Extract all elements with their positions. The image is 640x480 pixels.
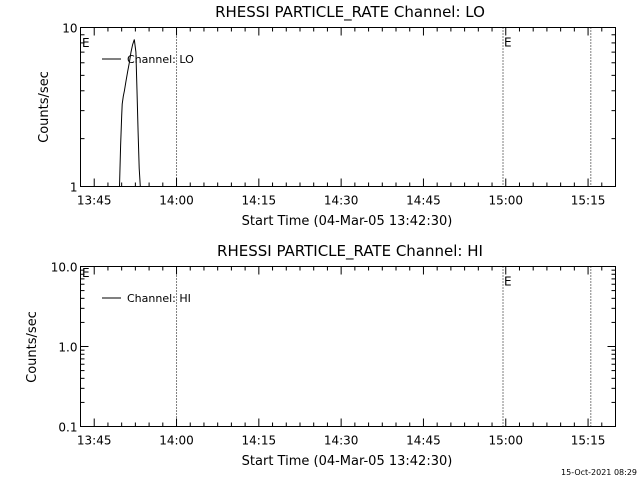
lo-tick-group: 13:45 14:00 14:15 14:30 14:45 15:00 15:15 1 10 — [62, 22, 616, 208]
x-tick-label: 15:15 — [571, 194, 606, 208]
x-tick-label: 14:00 — [159, 194, 194, 208]
hi-panel-title: RHESSI PARTICLE_RATE Channel: HI — [217, 242, 483, 261]
x-tick-label: 13:45 — [77, 434, 112, 448]
lo-series-group — [119, 39, 141, 187]
generation-timestamp: 15-Oct-2021 08:29 — [561, 468, 637, 477]
y-tick-label: 0.1 — [58, 421, 77, 435]
x-tick-label: 14:15 — [242, 434, 277, 448]
lo-channel-panel: RHESSI PARTICLE_RATE Channel: LO 13:45 14… — [37, 3, 616, 229]
series-line — [119, 39, 141, 187]
x-tick-label: 15:15 — [571, 434, 606, 448]
x-tick-label: 15:00 — [488, 434, 523, 448]
hi-y-axis-label: Counts/sec — [25, 311, 40, 383]
time-marker-label: E — [504, 36, 512, 50]
x-tick-label: 14:15 — [242, 194, 277, 208]
time-marker-label: E — [504, 275, 512, 289]
hi-marker-group: E — [176, 266, 592, 427]
x-tick-label: 14:45 — [406, 194, 441, 208]
lo-panel-title: RHESSI PARTICLE_RATE Channel: LO — [215, 3, 485, 22]
hi-x-axis-label: Start Time (04-Mar-05 13:42:30) — [242, 454, 453, 469]
lo-plot-frame — [80, 27, 616, 187]
lo-x-axis-label: Start Time (04-Mar-05 13:42:30) — [242, 214, 453, 229]
hi-plot-frame — [80, 266, 616, 427]
x-tick-label: 14:30 — [324, 434, 359, 448]
hi-channel-panel: RHESSI PARTICLE_RATE Channel: HI 13:45 14… — [25, 242, 616, 469]
y-tick-label: 1 — [70, 181, 78, 195]
lo-corner-label: E — [82, 36, 90, 50]
hi-corner-label: E — [82, 266, 90, 280]
y-tick-label: 10 — [62, 22, 77, 36]
x-tick-label: 15:00 — [488, 194, 523, 208]
x-tick-label: 14:00 — [159, 434, 194, 448]
lo-y-axis-label: Counts/sec — [37, 71, 52, 143]
lo-marker-group: E — [176, 27, 592, 187]
x-tick-label: 13:45 — [77, 194, 112, 208]
y-tick-label: 10.0 — [51, 261, 78, 275]
y-tick-label: 1.0 — [58, 341, 77, 355]
hi-legend-entry: Channel: HI — [127, 292, 191, 305]
x-tick-label: 14:30 — [324, 194, 359, 208]
hi-tick-group: 13:45 14:00 14:15 14:30 14:45 15:00 15:15 0.1 1.… — [51, 261, 616, 448]
x-tick-label: 14:45 — [406, 434, 441, 448]
lo-legend-entry: Channel: LO — [127, 53, 194, 66]
